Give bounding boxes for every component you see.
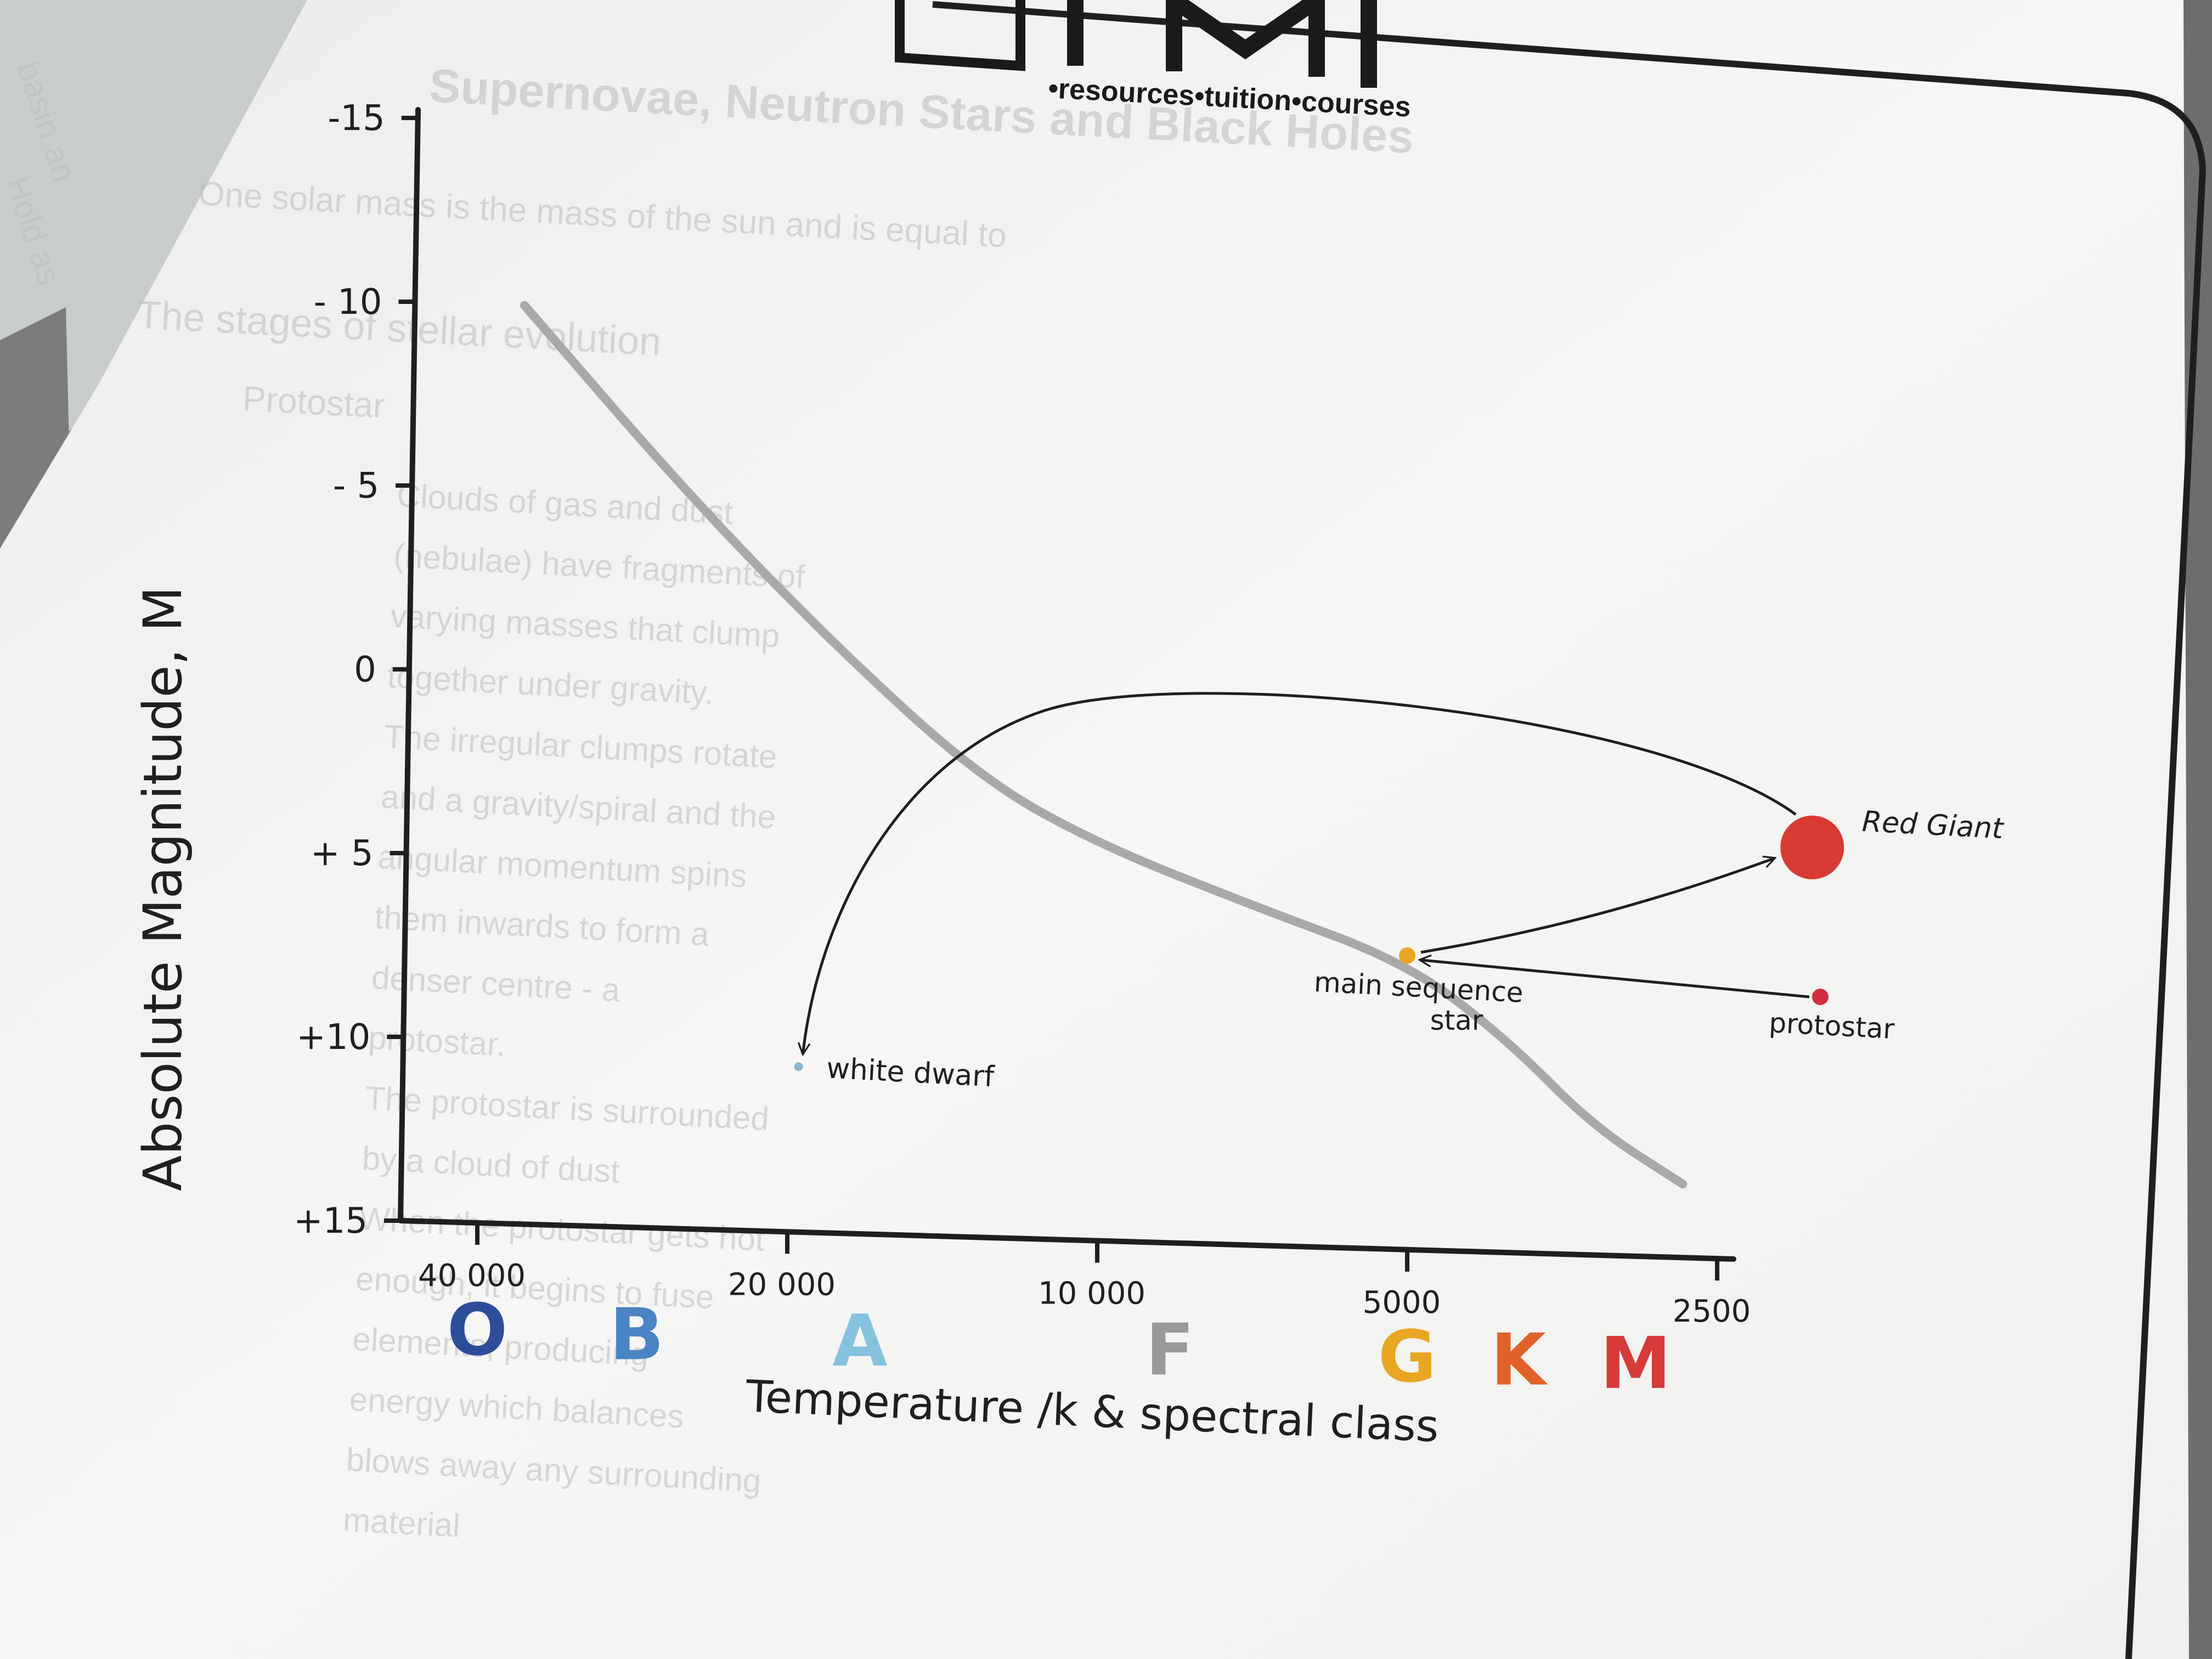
arrow-protostar-to-main-sequence: [1421, 960, 1810, 998]
y-ticks: -15 - 10 - 5 0 + 5 +10 +15: [294, 98, 420, 1242]
logo-letter-m: [1166, 0, 1325, 77]
y-tick-label: - 10: [314, 282, 382, 323]
y-tick-label: + 5: [311, 833, 374, 874]
x-tick-label: 5000: [1363, 1285, 1441, 1321]
x-tick-label: 10 000: [1038, 1276, 1146, 1312]
y-tick-label: - 5: [333, 466, 379, 506]
y-tick-label: -15: [328, 98, 385, 139]
arrow-main-sequence-to-red-giant: [1420, 859, 1774, 954]
ghost-line3: Protostar: [241, 379, 386, 425]
main-sequence-label-line2: star: [1430, 1005, 1483, 1036]
protostar-dot: [1812, 989, 1829, 1006]
x-ticks: 40 000 20 000 10 000 5000 2500: [418, 1223, 1751, 1329]
red-giant-star: [1780, 815, 1844, 879]
x-tick-label: 40 000: [418, 1258, 526, 1294]
spectral-class-g: G: [1378, 1315, 1437, 1398]
logo-letter-i: [1361, 0, 1377, 88]
red-giant-label: Red Giant: [1861, 805, 2005, 845]
page-border: [932, 1, 2207, 1659]
y-tick-label: +15: [294, 1201, 368, 1242]
y-tick-label: +10: [296, 1017, 370, 1058]
arrow-red-giant-to-white-dwarf: [803, 692, 1797, 1053]
logo-letter-stem: [1067, 0, 1084, 66]
protostar-label: protostar: [1768, 1007, 1895, 1045]
spectral-class-m: M: [1600, 1322, 1671, 1405]
white-dwarf-dot: [794, 1062, 803, 1071]
x-tick-label: 20 000: [728, 1267, 836, 1302]
main-sequence-star-dot: [1399, 947, 1415, 964]
logo-box-mark: [895, 0, 1025, 71]
spectral-class-f: F: [1146, 1308, 1194, 1391]
evolution-arrows: [803, 692, 1810, 1053]
main-sequence-curve: [520, 301, 1688, 1189]
spectral-class-o: O: [447, 1288, 508, 1372]
y-tick-label: 0: [354, 650, 376, 690]
x-axis-line: [398, 1218, 1736, 1262]
y-axis-title: Absolute Magnitude, M: [132, 586, 194, 1192]
ghost-bullet-line: protostar.: [368, 1019, 506, 1063]
spectral-class-b: B: [610, 1293, 664, 1376]
x-tick-label: 2500: [1673, 1294, 1751, 1329]
spectral-class-a: A: [832, 1299, 888, 1383]
ghost-bullet-line: material: [342, 1502, 461, 1544]
spectral-class-k: K: [1491, 1318, 1548, 1402]
